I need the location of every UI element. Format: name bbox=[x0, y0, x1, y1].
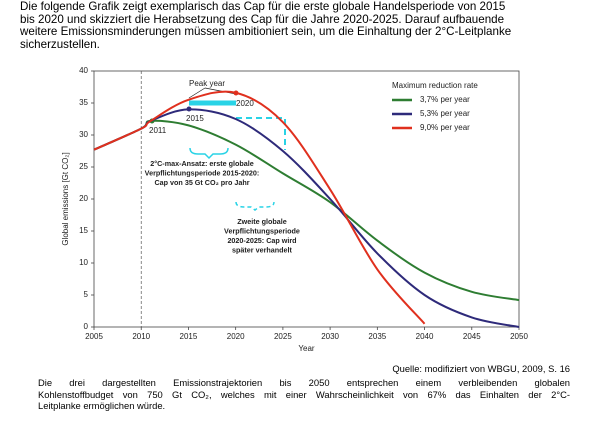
legend-label: 5,3% per year bbox=[420, 109, 470, 118]
caption-line: Leitplanke ermöglichen würde. bbox=[38, 400, 166, 411]
y-tick-label: 40 bbox=[79, 66, 88, 75]
annotation: Peak year bbox=[189, 79, 225, 88]
brace bbox=[235, 201, 275, 211]
source: Quelle: modifiziert von WBGU, 2009, S. 1… bbox=[392, 363, 570, 374]
series-line bbox=[93, 90, 426, 325]
y-tick-label: 15 bbox=[79, 226, 88, 235]
x-tick-label: 2035 bbox=[368, 332, 386, 341]
y-tick-label: 5 bbox=[84, 290, 89, 299]
x-tick-label: 2020 bbox=[227, 332, 245, 341]
annotation: später verhandelt bbox=[232, 245, 293, 254]
y-tick-label: 0 bbox=[84, 322, 89, 331]
cap-dashed bbox=[236, 117, 286, 150]
annotation: 2020 bbox=[236, 99, 254, 108]
y-tick-label: 10 bbox=[79, 258, 88, 267]
series-line bbox=[93, 108, 520, 328]
annotation: 2°C-max-Ansatz: erste globale bbox=[150, 159, 254, 168]
caption-line: Die drei dargestellten Emissionstrajekto… bbox=[38, 377, 570, 388]
annotation: 2015 bbox=[186, 114, 204, 123]
intro-line: weitere Emissionsminderungen müssen ambi… bbox=[20, 25, 512, 38]
intro-line: sicherzustellen. bbox=[20, 37, 100, 51]
annotation: Zweite globale bbox=[237, 217, 287, 226]
legend-title: Maximum reduction rate bbox=[392, 81, 478, 90]
legend-label: 9,0% per year bbox=[420, 123, 470, 132]
annotation: 2020-2025: Cap wird bbox=[227, 236, 296, 245]
annotation: Verpflichtungsperiode bbox=[224, 226, 300, 235]
y-tick-label: 25 bbox=[79, 162, 88, 171]
x-tick-label: 2040 bbox=[416, 332, 434, 341]
x-tick-label: 2030 bbox=[321, 332, 339, 341]
x-tick-label: 2050 bbox=[510, 332, 528, 341]
x-tick-label: 2025 bbox=[274, 332, 292, 341]
series-line bbox=[93, 119, 520, 302]
annotation: Cap von 35 Gt CO₂ pro Jahr bbox=[154, 178, 249, 187]
pointer bbox=[188, 87, 206, 99]
caption-line: Kohlenstoffbudget von 750 Gt CO₂, welche… bbox=[38, 388, 570, 400]
x-tick-label: 2045 bbox=[463, 332, 481, 341]
y-tick-label: 35 bbox=[79, 98, 88, 107]
annotation: 2011 bbox=[149, 126, 167, 135]
legend-label: 3,7% per year bbox=[420, 95, 470, 104]
intro-line: Die folgende Grafik zeigt exemplarisch d… bbox=[20, 0, 506, 13]
brace bbox=[189, 147, 229, 160]
x-tick-label: 2010 bbox=[132, 332, 150, 341]
x-axis-label: Year bbox=[298, 344, 315, 353]
annotation: Verpflichtungsperiode 2015-2020: bbox=[145, 168, 260, 177]
y-tick-label: 30 bbox=[79, 130, 88, 139]
x-tick-label: 2005 bbox=[85, 332, 103, 341]
y-tick-label: 20 bbox=[79, 194, 88, 203]
y-axis-label: Global emissions [Gt CO₂] bbox=[61, 152, 70, 245]
intro-line: bis 2020 und skizziert die Herabsetzung … bbox=[20, 12, 505, 26]
x-tick-label: 2015 bbox=[180, 332, 198, 341]
